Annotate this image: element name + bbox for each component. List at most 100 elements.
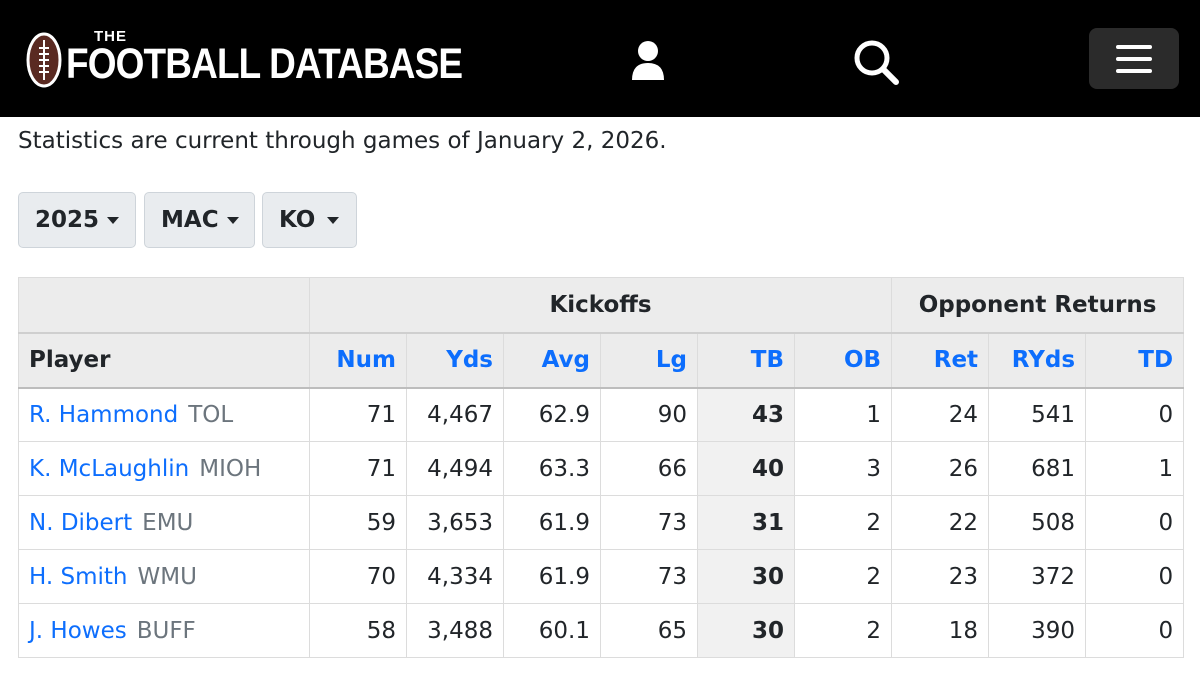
- cell-ryds: 372: [988, 549, 1087, 604]
- table-row: R. Hammond TOL 71 4,467 62.9 90 43 1 24 541 0: [18, 387, 1185, 442]
- col-tb-sort[interactable]: TB: [697, 332, 795, 389]
- player-name-link[interactable]: H. Smith: [29, 563, 128, 590]
- hamburger-icon-line: [1116, 57, 1152, 61]
- opponent-returns-group-header: Opponent Returns: [891, 277, 1185, 334]
- cell-yds: 4,467: [406, 387, 504, 442]
- cell-yds: 3,488: [406, 603, 504, 658]
- player-team: MIOH: [199, 455, 262, 482]
- cell-ret: 18: [891, 603, 990, 658]
- col-yds-sort[interactable]: Yds: [406, 332, 504, 389]
- player-name-link[interactable]: J. Howes: [29, 617, 127, 644]
- player-name-link[interactable]: R. Hammond: [29, 401, 179, 428]
- cell-ob: 1: [793, 387, 893, 442]
- conference-dropdown[interactable]: MAC: [144, 192, 255, 248]
- table-column-header: Player Num Yds Avg Lg TB OB Ret RYds TD: [18, 332, 1185, 389]
- cell-ob: 2: [793, 495, 893, 550]
- football-icon: [26, 32, 62, 88]
- cell-tb: 31: [697, 495, 795, 550]
- col-player: Player: [18, 332, 310, 389]
- player-cell: H. Smith WMU: [18, 549, 310, 604]
- player-team: BUFF: [136, 617, 196, 644]
- cell-num: 59: [309, 495, 407, 550]
- player-team: WMU: [137, 563, 197, 590]
- col-ret-sort[interactable]: Ret: [891, 332, 990, 389]
- player-cell: R. Hammond TOL: [18, 387, 310, 442]
- chevron-down-icon: [107, 216, 120, 224]
- col-avg-sort[interactable]: Avg: [503, 332, 601, 389]
- top-navbar: THE FOOTBALL DATABASE: [0, 0, 1200, 117]
- cell-td: 0: [1085, 495, 1185, 550]
- hamburger-icon-line: [1116, 45, 1152, 49]
- cell-ob: 2: [793, 603, 893, 658]
- chevron-down-icon: [226, 216, 239, 224]
- cell-ret: 22: [891, 495, 990, 550]
- cell-ret: 26: [891, 441, 990, 496]
- player-cell: K. McLaughlin MIOH: [18, 441, 310, 496]
- search-icon[interactable]: [852, 38, 900, 86]
- cell-ryds: 541: [988, 387, 1087, 442]
- conference-dropdown-label: MAC: [161, 207, 219, 233]
- cell-yds: 4,334: [406, 549, 504, 604]
- table-group-header: Kickoffs Opponent Returns: [18, 277, 1185, 334]
- cell-ret: 24: [891, 387, 990, 442]
- table-row: H. Smith WMU 70 4,334 61.9 73 30 2 23 372 0: [18, 549, 1185, 604]
- cell-num: 71: [309, 387, 407, 442]
- cell-td: 0: [1085, 603, 1185, 658]
- cell-ryds: 390: [988, 603, 1087, 658]
- cell-lg: 65: [600, 603, 698, 658]
- table-row: K. McLaughlin MIOH 71 4,494 63.3 66 40 3 26 681 1: [18, 441, 1185, 496]
- cell-tb: 30: [697, 549, 795, 604]
- cell-lg: 73: [600, 495, 698, 550]
- col-lg-sort[interactable]: Lg: [600, 332, 698, 389]
- col-ryds-sort[interactable]: RYds: [988, 332, 1087, 389]
- cell-lg: 66: [600, 441, 698, 496]
- cell-avg: 62.9: [503, 387, 601, 442]
- cell-avg: 63.3: [503, 441, 601, 496]
- cell-ob: 2: [793, 549, 893, 604]
- category-dropdown[interactable]: KO: [262, 192, 357, 248]
- blank-group-cell: [18, 277, 310, 334]
- cell-td: 0: [1085, 549, 1185, 604]
- kickoff-stats-table: Kickoffs Opponent Returns Player Num Yds…: [18, 277, 1185, 658]
- site-logo[interactable]: THE FOOTBALL DATABASE: [24, 28, 463, 90]
- player-cell: J. Howes BUFF: [18, 603, 310, 658]
- kickoffs-group-header: Kickoffs: [308, 277, 893, 334]
- cell-ryds: 508: [988, 495, 1087, 550]
- player-name-link[interactable]: N. Dibert: [29, 509, 133, 536]
- cell-tb: 40: [697, 441, 795, 496]
- cell-ryds: 681: [988, 441, 1087, 496]
- cell-yds: 4,494: [406, 441, 504, 496]
- logo-title: FOOTBALL DATABASE: [66, 40, 463, 88]
- col-num-sort[interactable]: Num: [309, 332, 407, 389]
- table-row: N. Dibert EMU 59 3,653 61.9 73 31 2 22 508 0: [18, 495, 1185, 550]
- cell-num: 70: [309, 549, 407, 604]
- year-dropdown-label: 2025: [35, 207, 100, 233]
- cell-lg: 90: [600, 387, 698, 442]
- cell-td: 1: [1085, 441, 1185, 496]
- cell-yds: 3,653: [406, 495, 504, 550]
- player-team: TOL: [188, 401, 234, 428]
- cell-tb: 43: [697, 387, 795, 442]
- stats-currency-note: Statistics are current through games of …: [18, 128, 667, 154]
- cell-tb: 30: [697, 603, 795, 658]
- player-name-link[interactable]: K. McLaughlin: [29, 455, 190, 482]
- col-ob-sort[interactable]: OB: [793, 332, 893, 389]
- cell-ret: 23: [891, 549, 990, 604]
- hamburger-icon-line: [1116, 69, 1152, 73]
- cell-ob: 3: [793, 441, 893, 496]
- cell-num: 58: [309, 603, 407, 658]
- cell-avg: 61.9: [503, 549, 601, 604]
- user-icon[interactable]: [630, 40, 666, 80]
- menu-button[interactable]: [1089, 28, 1179, 89]
- table-row: J. Howes BUFF 58 3,488 60.1 65 30 2 18 390 0: [18, 603, 1185, 658]
- player-cell: N. Dibert EMU: [18, 495, 310, 550]
- cell-avg: 61.9: [503, 495, 601, 550]
- year-dropdown[interactable]: 2025: [18, 192, 136, 248]
- category-dropdown-label: KO: [279, 207, 316, 233]
- cell-avg: 60.1: [503, 603, 601, 658]
- cell-lg: 73: [600, 549, 698, 604]
- col-td-sort[interactable]: TD: [1085, 332, 1185, 389]
- cell-num: 71: [309, 441, 407, 496]
- player-team: EMU: [142, 509, 194, 536]
- chevron-down-icon: [327, 216, 340, 224]
